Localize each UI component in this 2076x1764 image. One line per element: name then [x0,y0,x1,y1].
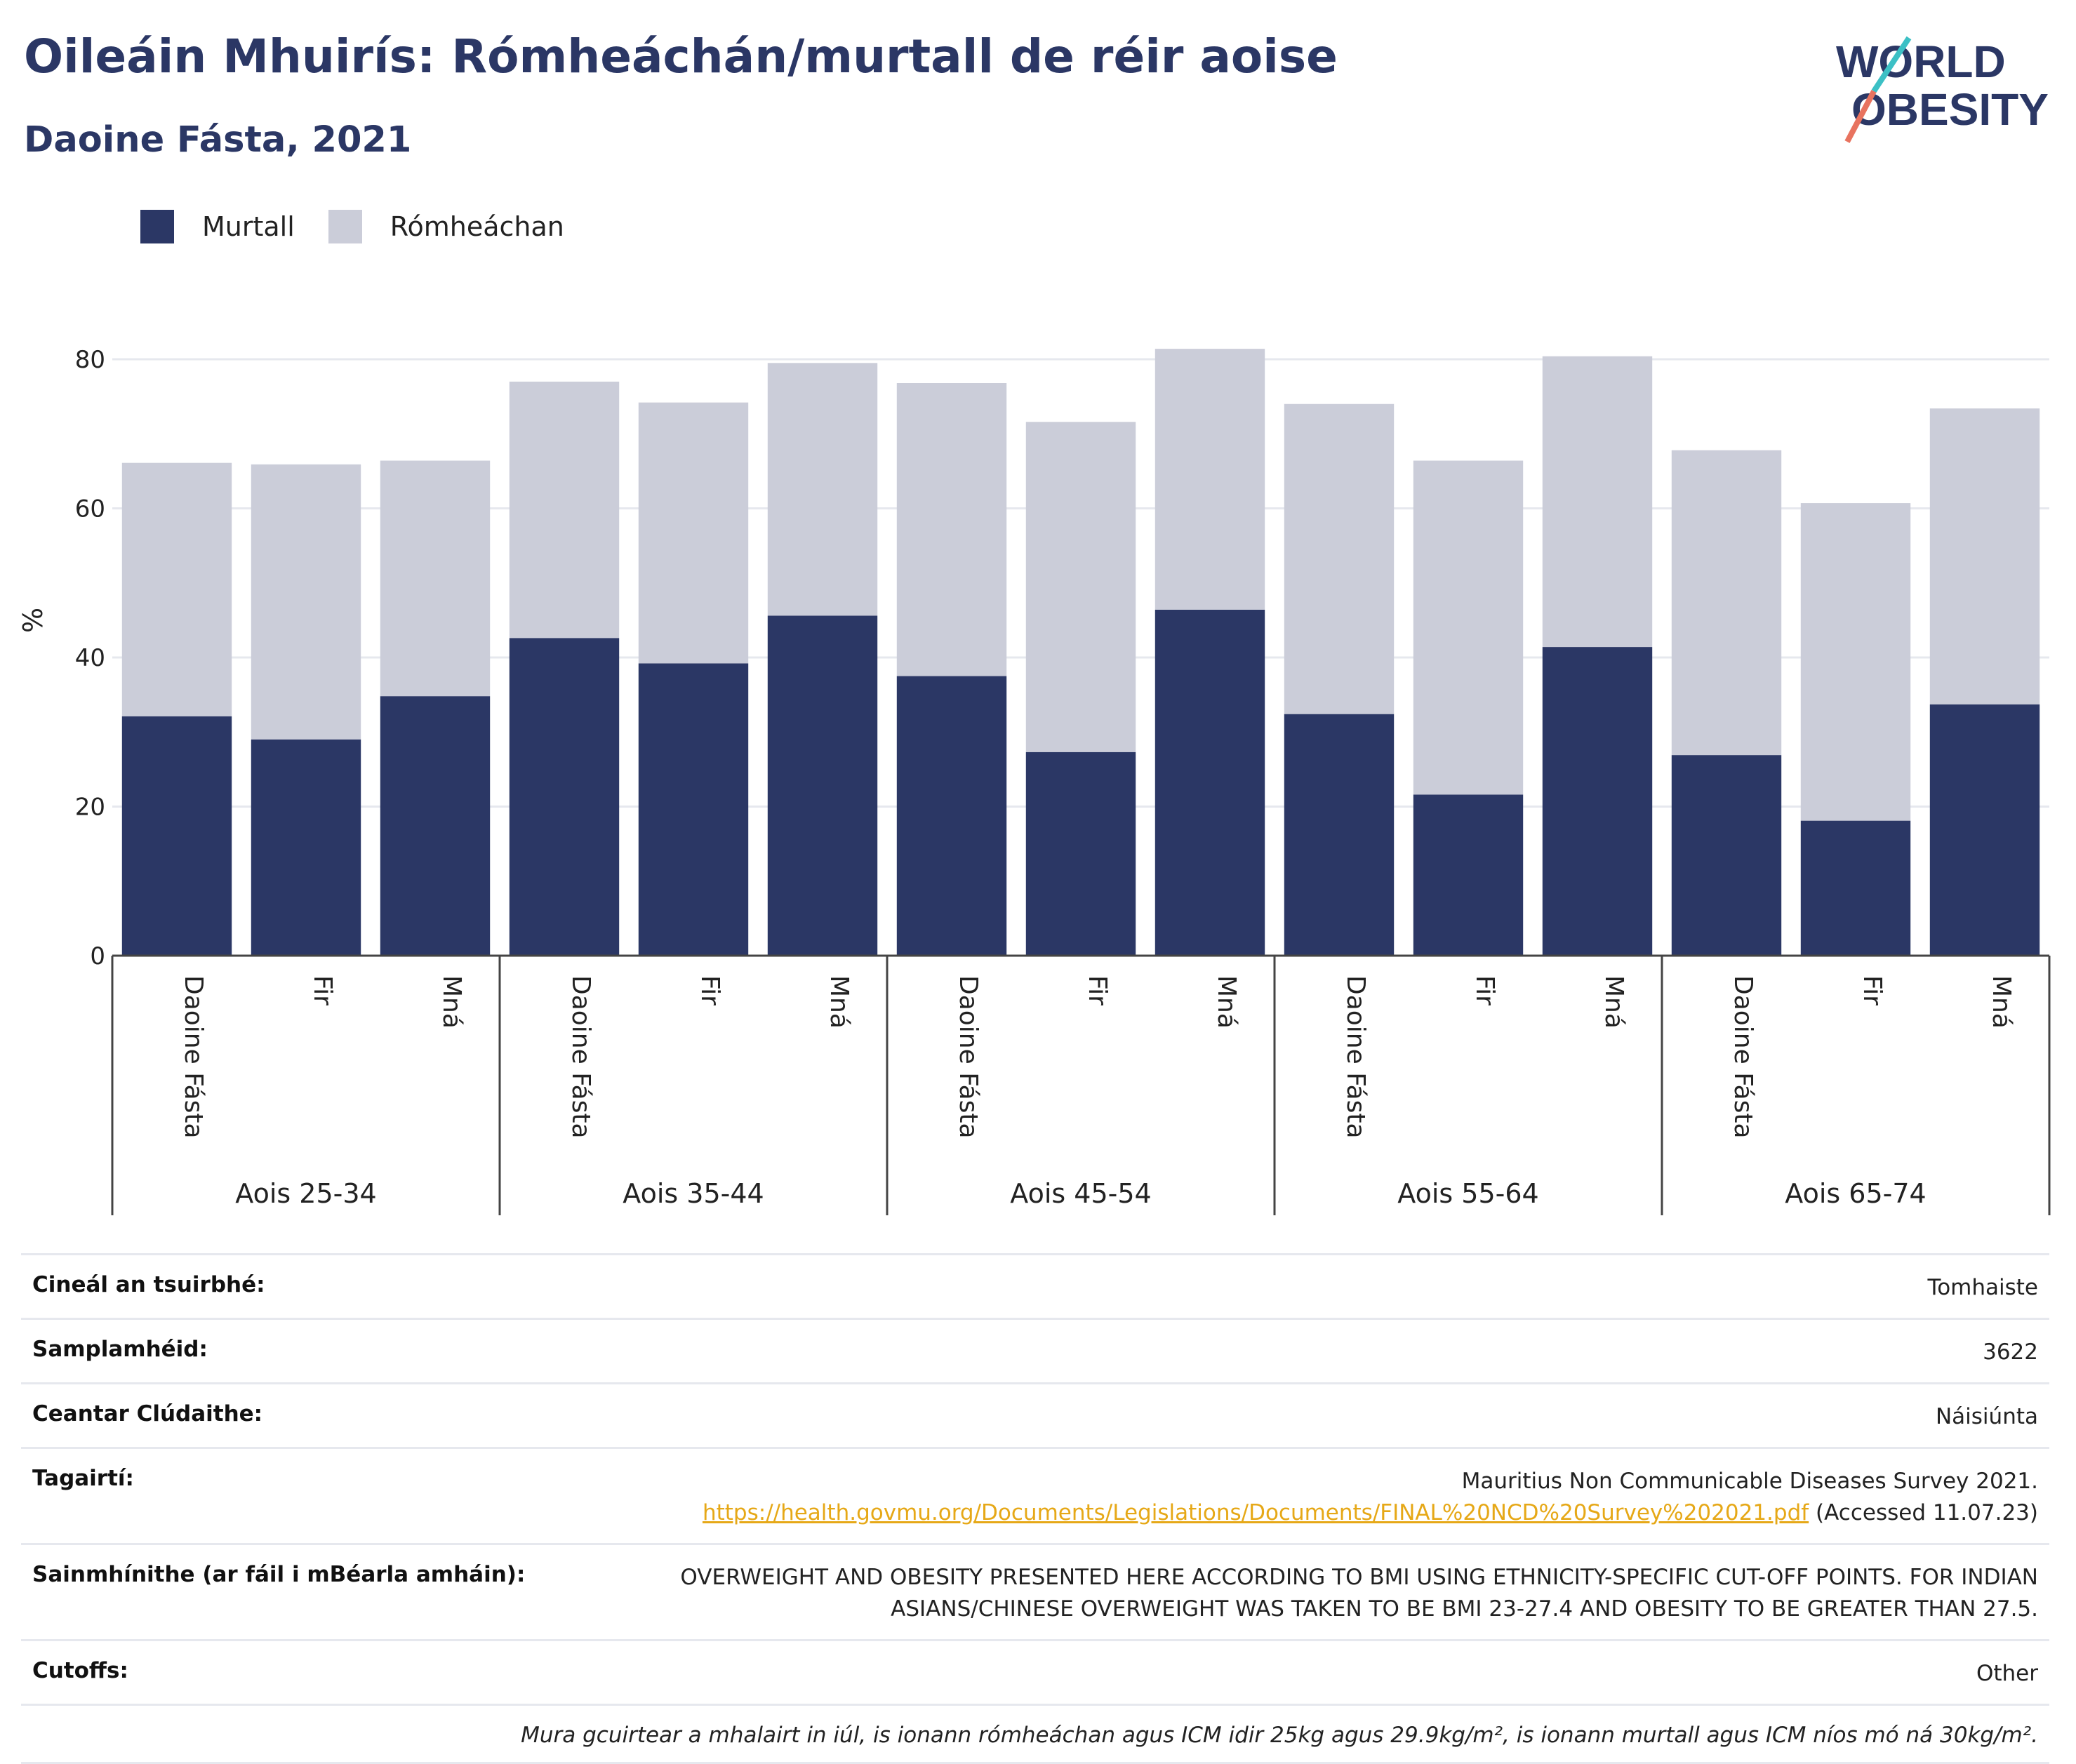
info-key: Tagairtí: [32,1465,134,1491]
reference-link[interactable]: https://health.govmu.org/Documents/Legis… [702,1499,1809,1525]
x-tick-label: Fir [696,975,724,1005]
x-group-label: Aois 45-54 [1010,1178,1151,1209]
legend-item-murtall[interactable]: Murtall [140,210,295,243]
bar-murtall [1025,751,1136,956]
bar-murtall [121,716,232,956]
bar-murtall [896,676,1007,956]
x-tick-label: Mná [437,975,466,1029]
stacked-bar-chart: 0 20 40 60 80% Daoine Fásta Fir Mná Daoine Fásta… [18,346,2051,1215]
x-tick-label: Fir [1470,975,1499,1005]
bar-romheachan [509,381,620,639]
bar-romheachan [767,363,878,616]
bar-murtall [1800,820,1911,956]
info-row-survey-type: Cineál an tsuirbhé: Tomhaiste [21,1253,2049,1318]
y-tick-label: 20 [75,794,105,822]
y-tick-label: 80 [75,346,105,374]
info-row-definitions: Sainmhínithe (ar fáil i mBéarla amháin):… [21,1542,2049,1639]
legend-swatch-murtall [140,210,174,243]
legend-label-murtall: Murtall [202,211,295,242]
reference-accessed: (Accessed 11.07.23) [1809,1499,2038,1525]
y-tick-label: 60 [75,495,105,523]
info-value: OVERWEIGHT AND OBESITY PRESENTED HERE AC… [680,1562,2038,1625]
logo-stroke-teal [1871,36,1912,93]
bar-murtall [1284,714,1395,956]
bar-murtall [1413,794,1524,956]
x-tick-label: Mná [825,975,853,1029]
bar-romheachan [121,462,232,716]
info-value: Mauritius Non Communicable Diseases Surv… [703,1466,2038,1529]
reference-text: Mauritius Non Communicable Diseases Surv… [1461,1468,2038,1494]
info-key: Cineál an tsuirbhé: [32,1272,265,1297]
x-tick-label: Daoine Fásta [1729,975,1757,1139]
x-tick-label: Mná [1599,975,1628,1029]
info-value: 3622 [1983,1339,2038,1365]
x-tick-label: Fir [1083,975,1112,1005]
logo-stroke-coral [1844,90,1877,143]
y-axis-label: % [18,608,48,633]
legend-item-romheachan[interactable]: Rómheáchan [328,210,564,243]
bar-romheachan [1413,460,1524,795]
bar-murtall [767,615,878,956]
world-obesity-logo: WORLD OBESITY [1836,36,2049,143]
x-tick-label: Fir [1858,975,1887,1005]
x-group-label: Aois 25-34 [235,1178,376,1209]
bar-romheachan [1155,349,1265,610]
bar-romheachan [896,383,1007,676]
y-tick-label: 40 [75,644,105,672]
x-group-label: Aois 65-74 [1785,1178,1926,1209]
info-value: Other [1976,1660,2038,1686]
bar-romheachan [1542,356,1653,648]
bar-romheachan [1800,503,1911,821]
chart-subtitle: Daoine Fásta, 2021 [24,119,412,161]
x-tick-label: Fir [308,975,337,1005]
logo-line-2: OBESITY [1851,84,2049,135]
bar-murtall [1671,755,1782,956]
bar-romheachan [251,464,361,740]
bar-murtall [1929,704,2040,956]
bar-murtall [1542,647,1653,956]
bar-romheachan [1025,422,1136,752]
info-row-cutoffs: Cutoffs: Other [21,1638,2049,1704]
bar-murtall [638,663,749,956]
x-tick-label: Mná [1212,975,1241,1029]
info-row-references: Tagairtí: Mauritius Non Communicable Dis… [21,1446,2049,1543]
x-tick-label: Daoine Fásta [179,975,208,1139]
info-key: Ceantar Clúdaithe: [32,1401,263,1426]
survey-info-table: Cineál an tsuirbhé: Tomhaiste Samplamhéi… [21,1253,2049,1764]
bar-romheachan [380,460,491,697]
bar-murtall [1155,610,1265,956]
info-row-sample-size: Samplamhéid: 3622 [21,1317,2049,1382]
y-tick-label: 0 [90,942,105,970]
bar-romheachan [1671,450,1782,756]
logo-line-1: WORLD [1836,36,2006,87]
x-group-label: Aois 35-44 [623,1178,764,1209]
info-key: Samplamhéid: [32,1336,208,1362]
info-key: Cutoffs: [32,1657,128,1683]
definition-line-1: OVERWEIGHT AND OBESITY PRESENTED HERE AC… [680,1564,2038,1590]
chart-legend: Murtall Rómheáchan [140,209,598,244]
info-key: Sainmhínithe (ar fáil i mBéarla amháin): [32,1561,526,1587]
legend-swatch-romheachan [328,210,362,243]
bar-romheachan [1284,403,1395,714]
x-group-label: Aois 55-64 [1397,1178,1538,1209]
bar-murtall [380,696,491,956]
x-tick-label: Daoine Fásta [954,975,983,1139]
bar-murtall [251,739,361,956]
legend-label-romheachan: Rómheáchan [390,211,564,242]
x-tick-label: Daoine Fásta [566,975,595,1139]
definition-line-2: ASIANS/CHINESE OVERWEIGHT WAS TAKEN TO B… [891,1596,2038,1622]
bar-murtall [509,638,620,956]
info-row-area-covered: Ceantar Clúdaithe: Náisiúnta [21,1382,2049,1447]
x-tick-label: Mná [1987,975,2016,1029]
x-tick-label: Daoine Fásta [1341,975,1370,1139]
info-value: Tomhaiste [1927,1275,2038,1300]
bar-romheachan [1929,408,2040,704]
chart-title: Oileáin Mhuirís: Rómheáchán/murtall de r… [24,29,1338,83]
info-value: Náisiúnta [1935,1403,2038,1429]
bar-romheachan [638,402,749,664]
footnote: Mura gcuirtear a mhalairt in iúl, is ion… [21,1703,2049,1764]
